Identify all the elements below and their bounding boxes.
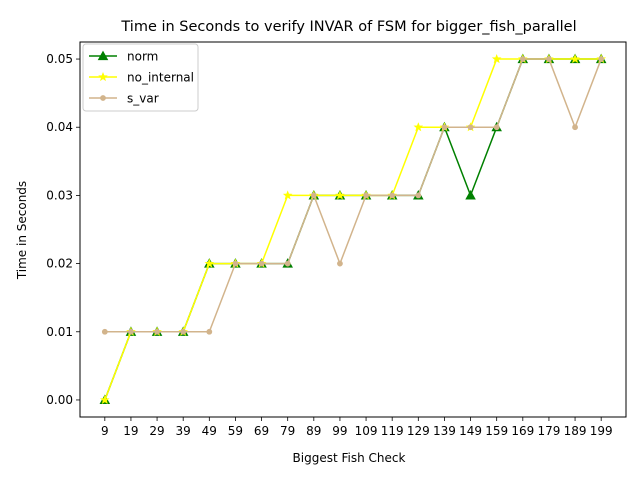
x-tick-label: 19 [123, 424, 138, 438]
data-point-s_var [180, 328, 187, 335]
chart-legend: norm no_internal s_var [82, 43, 199, 112]
x-tick-label: 89 [306, 424, 321, 438]
data-point-s_var [441, 124, 448, 131]
data-point-s_var [154, 328, 160, 335]
data-point-s_var [546, 56, 552, 62]
y-tick-label: 0.04 [46, 120, 73, 134]
data-point-norm [465, 189, 476, 200]
data-point-s_var [232, 260, 239, 267]
x-tick-label: 179 [537, 424, 560, 438]
x-tick-label: 199 [590, 424, 613, 438]
y-tick-label: 0.03 [46, 188, 73, 202]
data-point-no_internal [282, 190, 293, 200]
x-tick-label: 189 [564, 424, 587, 438]
data-point-no_internal [204, 258, 215, 268]
y-tick-label: 0.01 [46, 325, 73, 339]
data-point-s_var [389, 192, 396, 199]
x-axis-label: Biggest Fish Check [293, 451, 406, 465]
data-point-s_var [519, 56, 526, 62]
legend-marker-s_var [100, 95, 106, 101]
y-tick-label: 0.05 [46, 52, 73, 66]
legend-box [82, 43, 199, 112]
x-tick-label: 79 [280, 424, 295, 438]
x-tick-label: 69 [254, 424, 269, 438]
data-point-no_internal [570, 54, 580, 64]
legend-label-norm: norm [127, 50, 158, 64]
legend-label-no_internal: no_internal [127, 71, 194, 85]
y-tick-label: 0.00 [46, 393, 73, 407]
x-tick-label: 9 [101, 424, 109, 438]
x-tick-label: 109 [355, 424, 378, 438]
data-point-s_var [598, 56, 605, 62]
x-tick-label: 59 [228, 424, 243, 438]
x-tick-label: 149 [459, 424, 482, 438]
x-tick-label: 29 [149, 424, 164, 438]
data-point-s_var [128, 328, 134, 335]
y-tick-label: 0.02 [46, 257, 73, 271]
y-axis-label: Time in Seconds [15, 181, 29, 280]
series-line-s_var [104, 58, 602, 333]
data-point-no_internal [100, 394, 110, 405]
x-tick-label: 169 [511, 424, 534, 438]
series-line-no_internal [104, 58, 602, 401]
legend-label-s_var: s_var [127, 92, 159, 106]
data-point-no_internal [491, 54, 502, 64]
chart-title: Time in Seconds to verify INVAR of FSM f… [120, 19, 576, 35]
series-s_var [101, 56, 605, 335]
legend-marker-no_internal [98, 71, 108, 82]
legend-marker-norm [97, 50, 109, 61]
data-point-s_var [572, 124, 578, 131]
data-point-s_var [206, 328, 213, 335]
data-point-s_var [101, 328, 108, 335]
x-tick-label: 129 [407, 424, 430, 438]
data-point-no_internal [413, 122, 424, 132]
data-point-s_var [493, 124, 500, 131]
data-point-s_var [363, 192, 369, 199]
data-point-s_var [337, 260, 343, 267]
x-tick-label: 159 [485, 424, 508, 438]
data-point-s_var [467, 124, 474, 131]
data-point-s_var [258, 260, 265, 267]
plot-area: 9 19 29 39 49 59 69 79 89 99 109 119 129 139 149 159 169… [46, 41, 627, 438]
x-tick-label: 139 [433, 424, 456, 438]
axes-frame [79, 41, 627, 418]
x-tick-label: 99 [332, 424, 347, 438]
data-point-no_internal [335, 190, 345, 200]
x-tick-label: 49 [202, 424, 217, 438]
x-tick-label: 39 [176, 424, 191, 438]
x-tick-label: 119 [381, 424, 404, 438]
data-point-s_var [310, 192, 317, 199]
data-point-s_var [415, 192, 422, 199]
data-point-s_var [284, 260, 291, 267]
